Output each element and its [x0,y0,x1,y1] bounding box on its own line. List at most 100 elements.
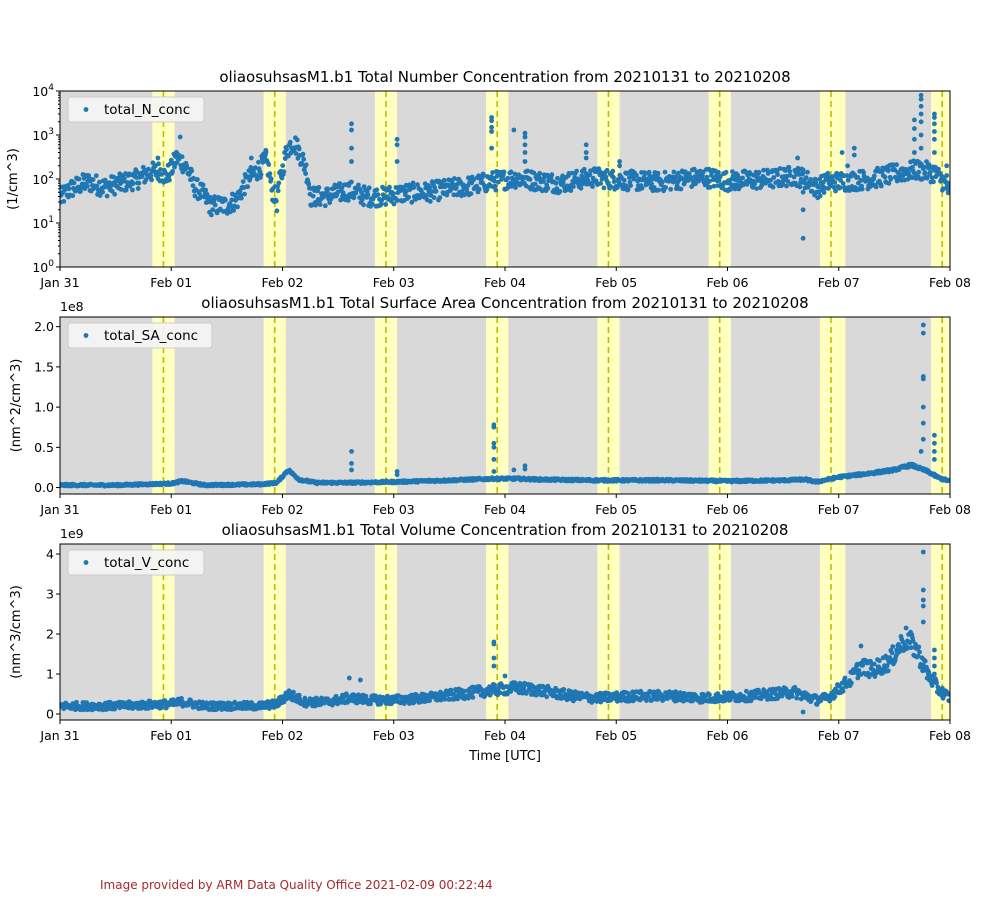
data-point [513,185,518,190]
data-point [196,190,202,196]
data-point [625,187,631,192]
data-point [723,169,729,175]
data-point [903,625,909,631]
data-point [831,185,837,190]
data-point [578,185,584,191]
data-point [437,195,443,201]
data-point [359,190,364,196]
night-band [263,317,286,494]
data-point [598,181,604,186]
data-point [785,179,791,184]
data-point [621,177,627,183]
data-point [756,169,762,175]
data-point [531,170,537,176]
data-point [646,177,651,183]
y-offset-label: 1e9 [60,526,84,541]
data-point [276,180,282,186]
data-point [170,168,176,174]
data-point-spike [920,549,926,555]
data-point [339,185,345,191]
data-point [258,172,264,177]
data-point-spike [489,129,494,134]
data-point [85,183,90,189]
data-point [200,182,206,188]
series-points-total_N_conc [60,92,950,241]
y-tick-label: 1 [46,667,54,682]
x-tick-label: Feb 05 [595,502,637,517]
data-point [356,182,361,188]
data-point [139,174,145,180]
data-point-spike [918,92,924,98]
data-point-spike [522,142,528,148]
data-point [910,638,916,644]
data-point [167,177,172,183]
data-point [614,185,620,191]
data-point [235,204,240,210]
night-band [263,91,286,267]
data-point [90,177,96,183]
data-point-spike [502,673,508,679]
data-point [765,171,771,176]
data-point-spike [918,103,924,109]
data-point-spike [932,121,937,127]
data-point [333,693,339,699]
data-point [327,200,333,206]
data-point-spike [511,467,517,473]
data-point [845,177,851,183]
data-point-spike [617,163,622,169]
x-tick-label: Feb 06 [706,275,748,290]
data-point-spike [177,134,183,140]
data-point [884,663,890,669]
data-point [678,186,684,192]
data-point [847,187,853,193]
data-point [581,166,587,172]
data-point [915,653,921,659]
data-point [849,680,854,686]
data-point [156,161,162,167]
data-point [889,650,895,656]
x-tick-label: Jan 31 [39,502,79,517]
data-point [817,193,823,199]
data-point [424,193,429,199]
data-point [732,186,738,192]
legend-box [67,96,205,123]
data-point [273,198,279,204]
data-point [571,184,576,190]
data-point [916,169,922,175]
data-point [112,706,118,712]
data-point [492,178,497,184]
chart-title: oliaosuhsasM1.b1 Total Volume Concentrat… [222,521,789,539]
data-point [555,175,560,181]
data-point [858,178,864,183]
data-point-spike [851,145,857,151]
data-point-spike [932,647,937,653]
data-point [856,668,862,673]
data-point [383,202,389,207]
data-point [391,201,397,207]
data-point [878,183,884,189]
data-point-spike [932,111,937,117]
data-point [707,184,713,190]
data-point-spike [583,155,589,161]
data-point [406,194,411,200]
data-point-spike [617,159,622,164]
data-point [325,186,331,192]
data-point [813,179,819,185]
x-tick-label: Feb 07 [818,728,860,743]
data-point [601,185,607,191]
data-point [574,168,579,174]
x-tick-label: Jan 31 [39,275,79,290]
data-point [268,176,274,182]
data-point-spike [489,145,494,151]
data-point [495,686,501,691]
data-point [740,175,745,181]
data-point [229,197,235,203]
data-point-spike [346,675,352,681]
data-point [623,183,629,189]
data-point-spike [858,643,864,649]
data-point [275,188,281,194]
data-point [882,174,888,180]
data-point [564,697,570,703]
data-point [877,658,882,664]
data-point [70,193,76,199]
